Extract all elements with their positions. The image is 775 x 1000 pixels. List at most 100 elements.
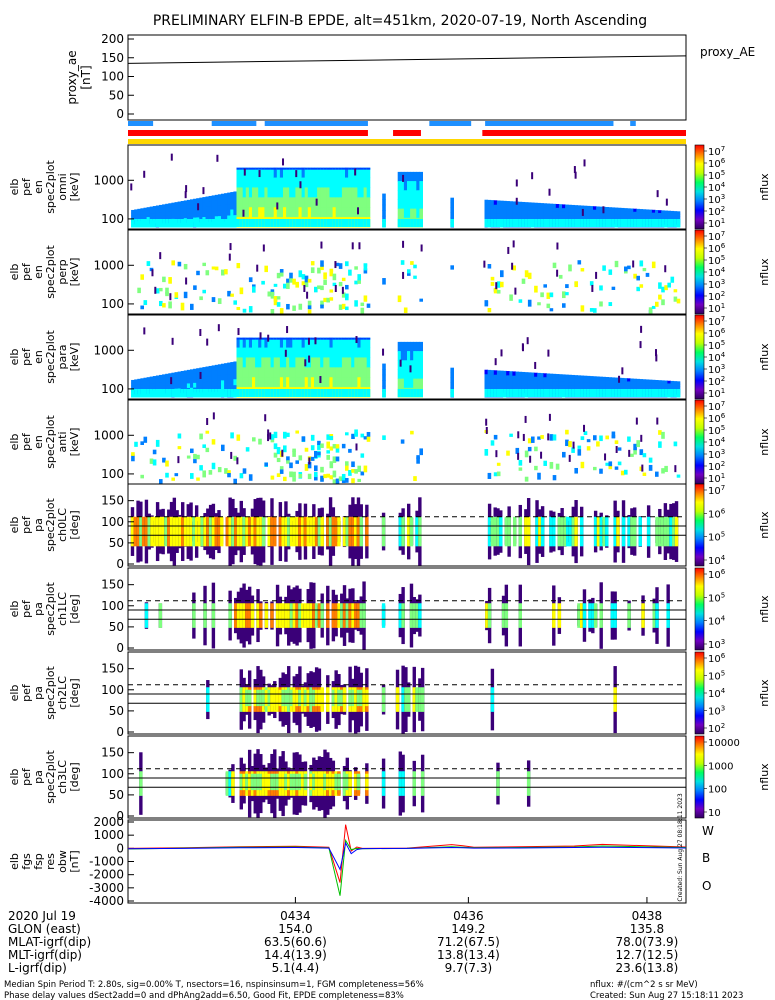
spectrogram-speck bbox=[633, 443, 637, 451]
spectrogram-cell bbox=[515, 219, 520, 227]
spectrogram-cell bbox=[450, 207, 454, 213]
spectrogram-cell bbox=[264, 187, 268, 198]
spectrogram-cell bbox=[363, 389, 368, 397]
spectrogram-speck bbox=[615, 445, 618, 453]
spectrogram-edge bbox=[267, 167, 272, 170]
spectrogram-cell bbox=[221, 374, 225, 381]
axis-ylabel: fgs bbox=[20, 853, 33, 870]
spectrogram-cell bbox=[236, 389, 241, 397]
spectrogram-speck bbox=[568, 454, 571, 462]
pa-spectrogram-cell bbox=[526, 771, 531, 796]
spectrogram-speck bbox=[654, 349, 657, 357]
spectrogram-speck bbox=[256, 264, 259, 272]
spectrogram-cell bbox=[304, 377, 309, 388]
spectrogram-speck bbox=[571, 447, 575, 453]
spectrogram-cell bbox=[360, 167, 365, 179]
spectrogram-cell bbox=[413, 369, 417, 380]
spectrogram-speck bbox=[593, 308, 597, 313]
spectrogram-cell bbox=[264, 367, 268, 378]
spectrogram-cell bbox=[416, 219, 420, 227]
colorbar bbox=[694, 567, 705, 651]
spectrogram-cell bbox=[320, 207, 324, 218]
spectrogram-speck bbox=[656, 190, 659, 198]
spectrogram-cell bbox=[230, 389, 234, 397]
colorbar bbox=[694, 483, 705, 567]
spectrogram-cell bbox=[596, 389, 600, 397]
pa-spectrogram-cell bbox=[326, 603, 330, 628]
spectrogram-speck bbox=[661, 286, 665, 293]
spectrogram-cell bbox=[155, 216, 160, 221]
spectrogram-cell bbox=[301, 347, 306, 358]
spectrogram-speck bbox=[217, 467, 222, 473]
spectrogram-speck bbox=[248, 277, 253, 283]
spectrogram-edge bbox=[348, 167, 352, 170]
spectrogram-cell bbox=[248, 357, 253, 368]
spectrogram-cell bbox=[360, 389, 365, 397]
spectrogram-cell bbox=[227, 209, 231, 217]
spectrogram-cell bbox=[320, 347, 324, 358]
pa-spectrogram-cell bbox=[314, 773, 319, 791]
pa-spectrogram-cell bbox=[666, 516, 670, 547]
spectrogram-speck bbox=[633, 273, 637, 279]
spectrogram-cell bbox=[199, 197, 203, 204]
spectrogram-speck bbox=[248, 474, 253, 481]
spectrogram-cell bbox=[500, 379, 504, 385]
spectrogram-speck bbox=[155, 439, 160, 447]
spectrogram-cell bbox=[146, 217, 151, 221]
spectrogram-cell bbox=[211, 200, 216, 207]
spectrogram-cell bbox=[642, 209, 647, 213]
spectrogram-edge bbox=[292, 337, 296, 340]
spectrogram-cell bbox=[509, 219, 513, 227]
spectrogram-cell bbox=[540, 211, 544, 216]
spectrogram-cell bbox=[360, 357, 365, 368]
spectrogram-cell bbox=[568, 212, 572, 217]
spectrogram-speck bbox=[633, 448, 637, 455]
spectrogram-speck bbox=[270, 437, 275, 443]
spectrogram-speck bbox=[354, 266, 358, 270]
spectrogram-cell bbox=[261, 347, 265, 358]
spectrogram-cell bbox=[146, 210, 151, 215]
spectrogram-cell bbox=[676, 211, 681, 215]
spectrogram-cell bbox=[645, 215, 650, 219]
colorbar bbox=[694, 735, 705, 819]
spectrogram-cell bbox=[602, 389, 606, 397]
pa-spectrogram-cell bbox=[247, 603, 252, 628]
spectrogram-cell bbox=[233, 219, 237, 227]
spectrogram-speck bbox=[540, 292, 544, 298]
spectrogram-speck bbox=[314, 475, 318, 481]
spectrogram-cell bbox=[242, 219, 247, 227]
spectrogram-cell bbox=[506, 371, 510, 376]
spectrogram-cell bbox=[531, 210, 535, 216]
spectrogram-cell bbox=[348, 377, 352, 388]
spectrogram-cell bbox=[633, 214, 637, 219]
spectrogram-cell bbox=[419, 351, 423, 361]
spectrogram-cell bbox=[177, 201, 182, 207]
spectrogram-speck bbox=[540, 451, 543, 459]
axis-ylabel: pef bbox=[20, 432, 33, 451]
spectrogram-cell bbox=[403, 219, 408, 227]
spectrogram-speck bbox=[230, 432, 234, 439]
spectrogram-cell bbox=[270, 197, 275, 208]
spectrogram-cell bbox=[236, 337, 241, 349]
spectrogram-edge bbox=[283, 167, 287, 170]
spectrogram-cell bbox=[289, 357, 293, 368]
spectrogram-cell bbox=[645, 382, 650, 386]
spectrogram-cell bbox=[289, 389, 293, 397]
spectrogram-cell bbox=[596, 379, 600, 384]
spectrogram-cell bbox=[258, 187, 262, 198]
pa-spectrogram-cell bbox=[289, 689, 294, 707]
spectrogram-cell bbox=[323, 357, 327, 368]
pa-spectrogram-cell bbox=[245, 689, 249, 707]
spectrogram-speck bbox=[273, 296, 278, 302]
spectrogram-cell bbox=[664, 213, 668, 217]
spectrogram-cell bbox=[602, 383, 606, 388]
spectrogram-speck bbox=[276, 447, 281, 453]
spectrogram-speck bbox=[450, 265, 454, 270]
spectrogram-speck bbox=[641, 464, 644, 472]
spectrogram-speck bbox=[335, 446, 340, 453]
footer: Median Spin Period T: 2.80s, sig=0.00% T… bbox=[4, 980, 743, 1000]
spectrogram-cell bbox=[143, 380, 148, 385]
spectrogram-speck bbox=[517, 431, 520, 439]
spectrogram-cell bbox=[227, 389, 231, 397]
spectrogram-speck bbox=[500, 281, 504, 288]
